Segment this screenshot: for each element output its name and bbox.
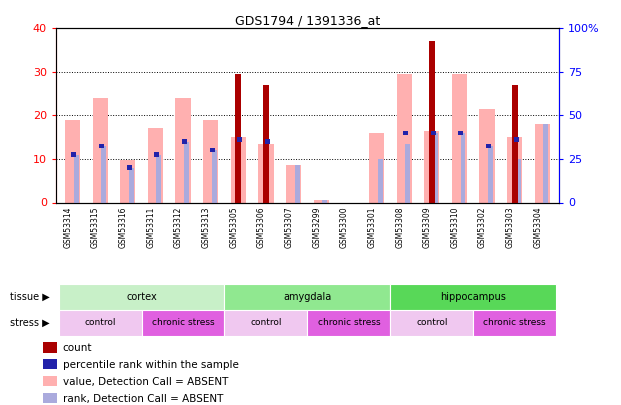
Bar bbox=[258, 144, 273, 202]
Text: GSM53306: GSM53306 bbox=[257, 207, 266, 248]
Bar bbox=[461, 133, 466, 202]
Bar bbox=[403, 131, 408, 135]
Text: chronic stress: chronic stress bbox=[317, 318, 380, 328]
Bar bbox=[488, 146, 493, 202]
Bar bbox=[224, 284, 391, 310]
Bar bbox=[265, 139, 270, 144]
Text: GSM53309: GSM53309 bbox=[423, 207, 432, 248]
Bar bbox=[184, 142, 189, 202]
Text: GSM53313: GSM53313 bbox=[202, 207, 211, 248]
Bar bbox=[230, 137, 246, 202]
Bar bbox=[512, 85, 518, 202]
Text: GSM53316: GSM53316 bbox=[119, 207, 128, 248]
Bar bbox=[307, 310, 391, 336]
Bar bbox=[514, 137, 519, 142]
Bar bbox=[424, 131, 440, 202]
Bar bbox=[58, 310, 142, 336]
Bar bbox=[507, 137, 522, 202]
Text: rank, Detection Call = ABSENT: rank, Detection Call = ABSENT bbox=[63, 394, 223, 403]
Text: GSM53307: GSM53307 bbox=[284, 207, 294, 248]
Bar bbox=[486, 144, 491, 148]
Bar bbox=[452, 74, 467, 202]
Text: GSM53315: GSM53315 bbox=[91, 207, 100, 248]
Bar bbox=[543, 124, 548, 202]
Text: hippocampus: hippocampus bbox=[440, 292, 506, 302]
Text: GSM53301: GSM53301 bbox=[368, 207, 376, 248]
Text: value, Detection Call = ABSENT: value, Detection Call = ABSENT bbox=[63, 377, 228, 387]
Bar bbox=[430, 131, 436, 135]
Text: chronic stress: chronic stress bbox=[152, 318, 214, 328]
Text: GSM53303: GSM53303 bbox=[505, 207, 515, 248]
Bar bbox=[203, 120, 218, 202]
Bar bbox=[458, 131, 463, 135]
Bar bbox=[314, 200, 329, 202]
Text: GSM53305: GSM53305 bbox=[229, 207, 238, 248]
Bar bbox=[263, 85, 269, 202]
Bar bbox=[120, 160, 135, 202]
Bar bbox=[235, 74, 242, 202]
Bar bbox=[71, 152, 76, 157]
Bar bbox=[212, 150, 217, 202]
Text: GSM53304: GSM53304 bbox=[533, 207, 542, 248]
Bar bbox=[406, 144, 410, 202]
Bar bbox=[127, 166, 132, 170]
Text: GSM53310: GSM53310 bbox=[450, 207, 460, 248]
Text: control: control bbox=[416, 318, 448, 328]
Bar bbox=[209, 148, 214, 152]
Title: GDS1794 / 1391336_at: GDS1794 / 1391336_at bbox=[235, 14, 380, 27]
Bar bbox=[295, 166, 300, 202]
Bar bbox=[154, 152, 159, 157]
Text: count: count bbox=[63, 343, 93, 353]
Text: GSM53312: GSM53312 bbox=[174, 207, 183, 248]
Text: GSM53299: GSM53299 bbox=[312, 207, 321, 248]
Bar bbox=[129, 168, 134, 202]
Bar bbox=[286, 166, 301, 202]
Bar bbox=[58, 284, 224, 310]
Bar bbox=[428, 41, 435, 202]
Bar bbox=[479, 109, 495, 202]
Bar bbox=[473, 310, 556, 336]
Text: GSM53300: GSM53300 bbox=[340, 207, 349, 248]
Bar bbox=[535, 124, 550, 202]
Bar bbox=[43, 359, 57, 369]
Bar bbox=[391, 310, 473, 336]
Text: cortex: cortex bbox=[126, 292, 157, 302]
Text: percentile rank within the sample: percentile rank within the sample bbox=[63, 360, 238, 370]
Bar bbox=[43, 342, 57, 352]
Bar bbox=[516, 159, 521, 202]
Text: stress ▶: stress ▶ bbox=[10, 318, 50, 328]
Bar bbox=[322, 200, 327, 202]
Bar bbox=[156, 155, 161, 202]
Bar bbox=[43, 393, 57, 403]
Bar bbox=[391, 284, 556, 310]
Bar bbox=[378, 159, 383, 202]
Text: GSM53311: GSM53311 bbox=[147, 207, 155, 248]
Text: control: control bbox=[84, 318, 116, 328]
Text: amygdala: amygdala bbox=[283, 292, 332, 302]
Bar bbox=[148, 128, 163, 202]
Bar bbox=[73, 155, 78, 202]
Text: GSM53302: GSM53302 bbox=[478, 207, 487, 248]
Bar bbox=[175, 98, 191, 202]
Bar bbox=[101, 146, 106, 202]
Bar bbox=[224, 310, 307, 336]
Bar bbox=[99, 144, 104, 148]
Bar bbox=[65, 120, 80, 202]
Text: chronic stress: chronic stress bbox=[483, 318, 546, 328]
Bar bbox=[397, 74, 412, 202]
Text: control: control bbox=[250, 318, 282, 328]
Bar bbox=[369, 133, 384, 202]
Text: GSM53314: GSM53314 bbox=[63, 207, 73, 248]
Bar bbox=[237, 137, 242, 142]
Text: GSM53308: GSM53308 bbox=[395, 207, 404, 248]
Bar bbox=[182, 139, 187, 144]
Bar bbox=[142, 310, 224, 336]
Bar bbox=[433, 133, 438, 202]
Bar bbox=[43, 376, 57, 386]
Text: tissue ▶: tissue ▶ bbox=[10, 292, 50, 302]
Bar bbox=[93, 98, 107, 202]
